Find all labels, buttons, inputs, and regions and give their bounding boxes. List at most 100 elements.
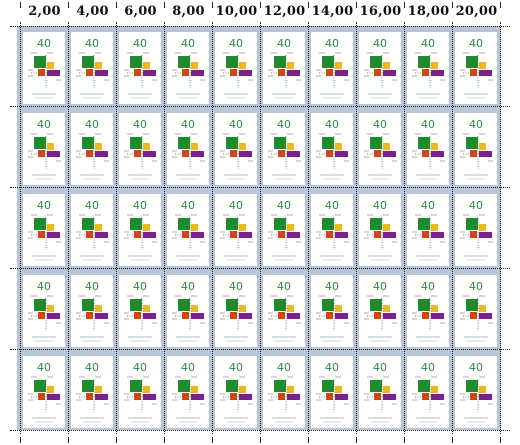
yellow-block <box>239 386 246 393</box>
stamp-denomination: 40 <box>469 361 483 374</box>
green-block <box>466 137 478 149</box>
red-block <box>278 312 285 319</box>
green-block <box>34 137 46 149</box>
green-block <box>34 218 46 230</box>
purple-block <box>143 70 156 76</box>
purple-block <box>143 394 156 400</box>
yellow-block <box>479 224 486 231</box>
stamp: 40 <box>119 32 161 104</box>
stamp: 40 <box>311 113 353 185</box>
red-block <box>134 231 141 238</box>
green-block <box>82 137 94 149</box>
green-block <box>466 56 478 68</box>
green-block <box>274 56 286 68</box>
green-block <box>466 380 478 392</box>
stamp-denomination: 40 <box>181 199 195 212</box>
red-block <box>278 150 285 157</box>
yellow-block <box>191 224 198 231</box>
green-block <box>418 56 430 68</box>
yellow-block <box>479 305 486 312</box>
stamp-denomination: 40 <box>37 280 51 293</box>
yellow-block <box>239 305 246 312</box>
yellow-block <box>287 62 294 69</box>
green-block <box>418 380 430 392</box>
stamp: 40 <box>455 113 497 185</box>
red-block <box>134 312 141 319</box>
green-block <box>178 56 190 68</box>
stamp-denomination: 40 <box>421 37 435 50</box>
stamp: 40 <box>71 194 113 266</box>
cumulative-value-label: 14,00 <box>311 4 354 19</box>
cumulative-value-label: 2,00 <box>28 4 61 19</box>
red-block <box>182 393 189 400</box>
red-block <box>374 312 381 319</box>
stamp-denomination: 40 <box>325 37 339 50</box>
purple-block <box>143 232 156 238</box>
red-block <box>470 312 477 319</box>
margin-tick <box>308 2 309 8</box>
perforation-vertical <box>20 22 21 434</box>
margin-tick <box>164 437 165 443</box>
stamp-denomination: 40 <box>229 118 243 131</box>
yellow-block <box>95 224 102 231</box>
green-block <box>274 380 286 392</box>
yellow-block <box>287 305 294 312</box>
red-block <box>38 150 45 157</box>
purple-block <box>143 313 156 319</box>
stamp: 40 <box>407 275 449 347</box>
stamp: 40 <box>263 275 305 347</box>
stamp: 40 <box>167 32 209 104</box>
red-block <box>374 393 381 400</box>
yellow-block <box>95 62 102 69</box>
perforation-vertical <box>116 22 117 434</box>
margin-tick <box>308 437 309 443</box>
red-block <box>86 393 93 400</box>
yellow-block <box>287 224 294 231</box>
purple-block <box>335 70 348 76</box>
yellow-block <box>335 305 342 312</box>
perforation-horizontal <box>10 106 510 107</box>
stamp-denomination: 40 <box>373 280 387 293</box>
stamp-denomination: 40 <box>373 361 387 374</box>
stamp: 40 <box>311 275 353 347</box>
stamp: 40 <box>71 356 113 428</box>
margin-tick <box>404 2 405 8</box>
stamp: 40 <box>359 275 401 347</box>
yellow-block <box>335 386 342 393</box>
stamp: 40 <box>71 113 113 185</box>
cumulative-value-label: 8,00 <box>172 4 205 19</box>
red-block <box>422 231 429 238</box>
margin-tick <box>212 2 213 8</box>
red-block <box>182 312 189 319</box>
red-block <box>278 69 285 76</box>
stamp: 40 <box>263 32 305 104</box>
stamp: 40 <box>71 32 113 104</box>
red-block <box>134 69 141 76</box>
margin-tick <box>116 2 117 8</box>
green-block <box>226 299 238 311</box>
red-block <box>230 150 237 157</box>
perforation-vertical <box>404 22 405 434</box>
cumulative-value-label: 6,00 <box>124 4 157 19</box>
purple-block <box>431 70 444 76</box>
green-block <box>34 380 46 392</box>
red-block <box>278 231 285 238</box>
stamp-denomination: 40 <box>133 199 147 212</box>
yellow-block <box>143 305 150 312</box>
yellow-block <box>47 305 54 312</box>
stamp: 40 <box>263 356 305 428</box>
green-block <box>226 56 238 68</box>
red-block <box>230 231 237 238</box>
stamp: 40 <box>215 113 257 185</box>
margin-tick <box>212 437 213 443</box>
stamp: 40 <box>167 194 209 266</box>
red-block <box>230 312 237 319</box>
red-block <box>374 231 381 238</box>
purple-block <box>383 151 396 157</box>
purple-block <box>431 151 444 157</box>
yellow-block <box>47 386 54 393</box>
yellow-block <box>383 386 390 393</box>
stamp-denomination: 40 <box>421 118 435 131</box>
perforation-vertical <box>452 22 453 434</box>
stamp: 40 <box>359 113 401 185</box>
